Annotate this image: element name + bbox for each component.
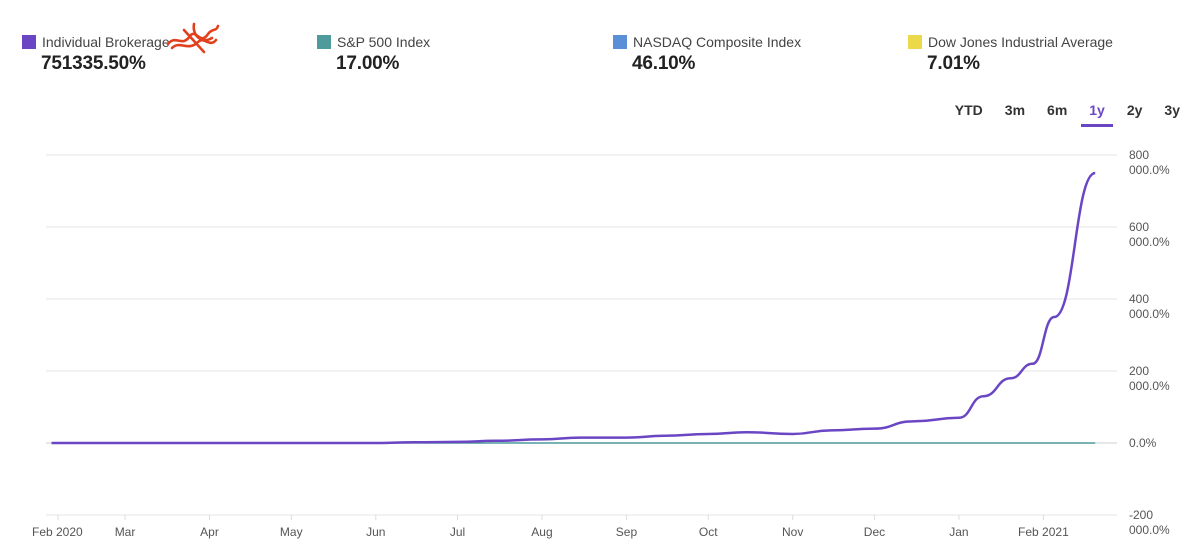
- legend-swatch-icon: [317, 35, 331, 49]
- x-tick-label: May: [280, 525, 303, 539]
- legend-value: 7.01%: [927, 53, 980, 74]
- x-tick-label: Jun: [366, 525, 385, 539]
- range-tab-ytd[interactable]: YTD: [954, 102, 983, 118]
- legend-item-individual-brokerage[interactable]: Individual Brokerage 751335.50%: [22, 34, 170, 75]
- range-tab-2y[interactable]: 2y: [1126, 102, 1143, 118]
- x-tick-label: Oct: [699, 525, 718, 539]
- range-tab-3m[interactable]: 3m: [1004, 102, 1026, 118]
- y-tick-label: 200 000.0%: [1129, 364, 1170, 393]
- legend-swatch-icon: [613, 35, 627, 49]
- x-tick-label: Apr: [200, 525, 219, 539]
- y-tick-label: -200 000.0%: [1129, 508, 1170, 537]
- legend-value: 46.10%: [632, 53, 696, 74]
- y-tick-label: 0.0%: [1129, 436, 1157, 450]
- legend-label: Individual Brokerage: [42, 34, 170, 50]
- x-tick-label: Jan: [949, 525, 968, 539]
- legend-label: NASDAQ Composite Index: [633, 34, 802, 50]
- legend-label: Dow Jones Industrial Average: [928, 34, 1113, 50]
- legend-label: S&P 500 Index: [337, 34, 431, 50]
- legend-value: 17.00%: [336, 53, 400, 74]
- legend-item-nasdaq[interactable]: NASDAQ Composite Index 46.10%: [613, 34, 801, 75]
- x-tick-label: Sep: [616, 525, 638, 539]
- legend-item-sp500[interactable]: S&P 500 Index 17.00%: [317, 34, 430, 75]
- x-tick-label: Feb 2020: [32, 525, 83, 539]
- y-tick-label: 800 000.0%: [1129, 148, 1170, 177]
- series-line-individual-brokerage: [51, 171, 1096, 445]
- range-tab-6m[interactable]: 6m: [1047, 102, 1068, 118]
- range-tab-3y[interactable]: 3y: [1164, 102, 1180, 118]
- x-tick-label: Nov: [782, 525, 803, 539]
- x-tick-label: Aug: [531, 525, 552, 539]
- y-tick-label: 400 000.0%: [1129, 292, 1170, 321]
- time-range-selector: YTD 3m 6m 1y 2y 3y: [941, 102, 1188, 127]
- y-tick-label: 600 000.0%: [1129, 220, 1170, 249]
- x-tick-label: Mar: [115, 525, 136, 539]
- x-tick-label: Feb 2021: [1018, 525, 1069, 539]
- legend-value: 751335.50%: [41, 53, 146, 74]
- legend-swatch-icon: [908, 35, 922, 49]
- redaction-scribble-icon: [166, 22, 220, 54]
- range-tab-1y[interactable]: 1y: [1081, 102, 1113, 127]
- legend-item-dow-jones[interactable]: Dow Jones Industrial Average 7.01%: [908, 34, 1113, 75]
- legend-swatch-icon: [22, 35, 36, 49]
- x-tick-label: Dec: [864, 525, 885, 539]
- x-tick-label: Jul: [450, 525, 465, 539]
